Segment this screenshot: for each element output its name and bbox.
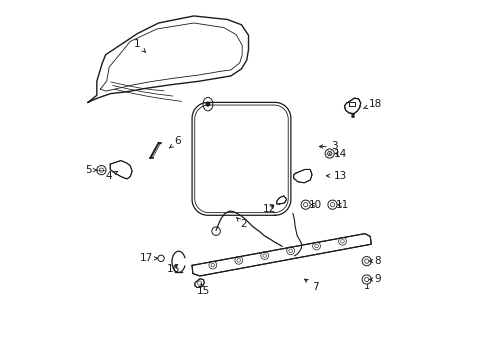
Text: 14: 14 bbox=[334, 149, 347, 158]
Text: 10: 10 bbox=[309, 200, 322, 210]
Text: 3: 3 bbox=[319, 141, 338, 152]
Polygon shape bbox=[344, 98, 361, 114]
Text: 13: 13 bbox=[326, 171, 347, 181]
Text: 11: 11 bbox=[335, 200, 349, 210]
Text: 17: 17 bbox=[140, 253, 158, 263]
Polygon shape bbox=[294, 170, 312, 183]
Text: 9: 9 bbox=[369, 274, 381, 284]
Circle shape bbox=[206, 102, 210, 106]
Polygon shape bbox=[277, 196, 287, 204]
Text: 18: 18 bbox=[364, 99, 382, 109]
Text: 1: 1 bbox=[134, 39, 146, 52]
Text: 7: 7 bbox=[305, 279, 319, 292]
Polygon shape bbox=[110, 161, 132, 179]
Text: 6: 6 bbox=[170, 136, 181, 148]
Text: 15: 15 bbox=[197, 283, 210, 296]
Text: 12: 12 bbox=[262, 204, 275, 214]
Text: 16: 16 bbox=[167, 264, 180, 274]
Polygon shape bbox=[192, 234, 371, 276]
Polygon shape bbox=[195, 279, 204, 288]
Text: 5: 5 bbox=[85, 165, 97, 175]
Text: 8: 8 bbox=[369, 256, 381, 266]
Text: 4: 4 bbox=[106, 171, 118, 181]
Text: 2: 2 bbox=[237, 218, 246, 229]
